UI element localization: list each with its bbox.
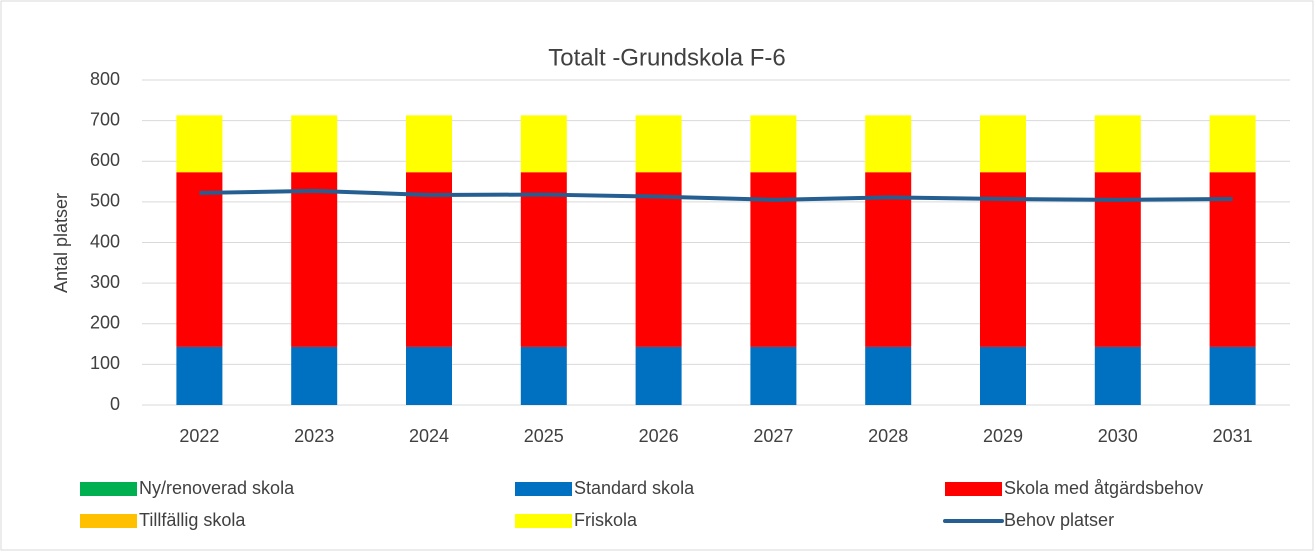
bar-segment <box>980 172 1026 347</box>
bar-segment <box>1209 346 1256 405</box>
bar-segment <box>291 172 338 347</box>
x-tick-label: 2027 <box>753 426 793 446</box>
x-tick-label: 2031 <box>1213 426 1253 446</box>
x-tick-label: 2029 <box>983 426 1023 446</box>
x-tick-label: 2024 <box>409 426 449 446</box>
y-tick-label: 700 <box>90 109 120 129</box>
legend-swatch <box>80 482 137 496</box>
bar-segment <box>176 172 223 347</box>
bar-segment <box>750 346 797 405</box>
legend-label: Ny/renoverad skola <box>139 478 295 498</box>
legend-label: Skola med åtgärdsbehov <box>1004 478 1203 498</box>
bar-segment <box>635 172 682 347</box>
legend-swatch <box>80 514 137 528</box>
x-tick-label: 2025 <box>524 426 564 446</box>
bar-segment <box>291 346 338 405</box>
bar-segment <box>980 346 1026 405</box>
legend-swatch <box>515 514 572 528</box>
y-tick-label: 200 <box>90 313 120 333</box>
bar-segment <box>176 346 223 405</box>
y-tick-label: 600 <box>90 150 120 170</box>
y-tick-label: 800 <box>90 69 120 89</box>
y-axis-label: Antal platser <box>51 193 71 293</box>
bar-segment <box>865 346 912 405</box>
legend-label: Standard skola <box>574 478 695 498</box>
x-tick-label: 2030 <box>1098 426 1138 446</box>
bar-segment <box>520 115 567 173</box>
legend-label: Friskola <box>574 510 638 530</box>
line <box>199 188 1233 202</box>
bar-segment <box>406 115 452 173</box>
bar-segment <box>291 115 338 173</box>
x-tick-label: 2026 <box>639 426 679 446</box>
legend-swatch <box>515 482 572 496</box>
bar-segment <box>980 115 1026 173</box>
bar-segment <box>635 346 682 405</box>
bar-segment <box>1094 115 1141 173</box>
legend-label: Tillfällig skola <box>139 510 246 530</box>
bar-segment <box>1094 346 1141 405</box>
bar-segment <box>520 172 567 347</box>
y-tick-label: 300 <box>90 272 120 292</box>
y-tick-label: 100 <box>90 353 120 373</box>
bar-segment <box>406 172 452 347</box>
bar-segment <box>1209 172 1256 347</box>
x-tick-label: 2023 <box>294 426 334 446</box>
y-tick-label: 400 <box>90 231 120 251</box>
bar-segment <box>750 115 797 173</box>
x-tick-label: 2022 <box>179 426 219 446</box>
y-tick-label: 500 <box>90 191 120 211</box>
legend-label: Behov platser <box>1004 510 1114 530</box>
bar-segment <box>865 115 912 173</box>
bar-segment <box>635 115 682 173</box>
x-tick-label: 2028 <box>868 426 908 446</box>
bar-segment <box>1209 115 1256 173</box>
bar-segment <box>406 346 452 405</box>
bar-segment <box>865 172 912 347</box>
chart-title: Totalt -Grundskola F-6 <box>548 44 785 71</box>
bar-segment <box>520 346 567 405</box>
bar-segment <box>176 115 223 173</box>
y-tick-label: 0 <box>110 394 120 414</box>
legend-swatch <box>945 482 1002 496</box>
